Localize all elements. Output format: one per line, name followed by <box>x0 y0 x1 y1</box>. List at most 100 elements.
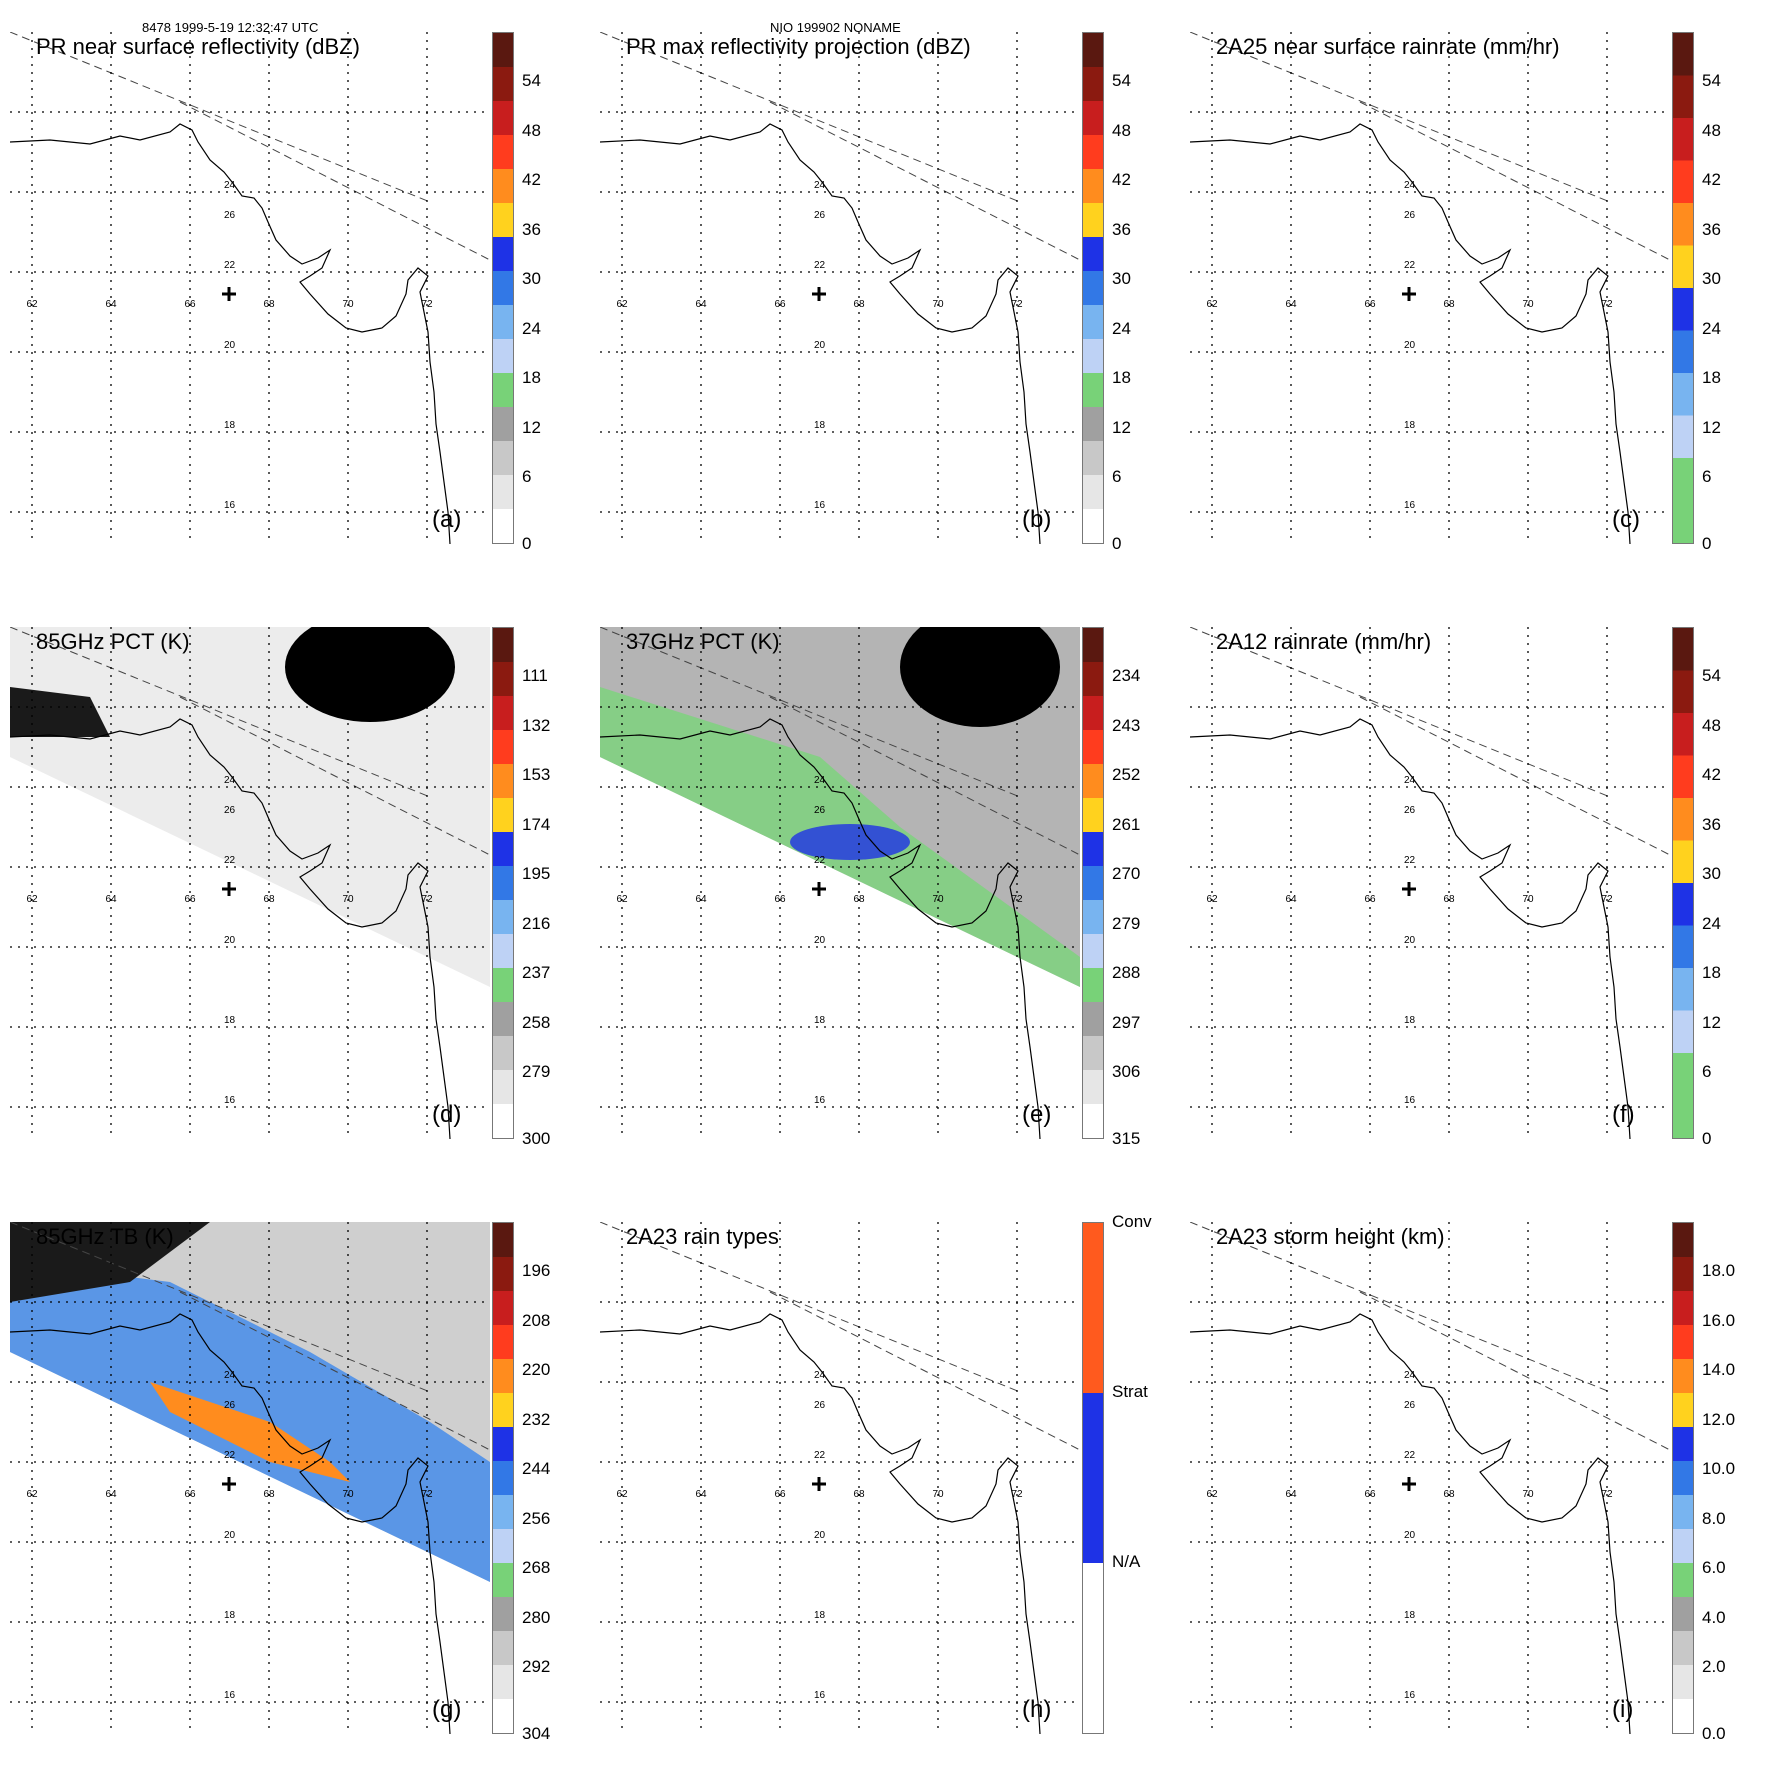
lat-label: 16 <box>1404 1095 1416 1106</box>
coastline <box>600 123 1041 544</box>
lat-label: 20 <box>814 340 826 351</box>
lon-label: 66 <box>1364 299 1376 310</box>
colorbar-tick-label: 12 <box>1702 417 1721 437</box>
map-area: 62 64 66 68 70 72 26 24 22 20 18 16 <box>10 1222 490 1734</box>
panel-title: PR max reflectivity projection (dBZ) <box>626 34 971 59</box>
map-panel: 62 64 66 68 70 72 26 24 22 20 18 16 85GHz PCT (K) (d)… <box>0 595 590 1185</box>
storm-center-marker <box>812 882 826 896</box>
panel-letter: (d) <box>432 1101 462 1128</box>
colorbar-tick-label: 0 <box>1112 534 1122 553</box>
lon-label: 64 <box>1285 894 1297 905</box>
lat-label: 22 <box>1404 1450 1416 1461</box>
lat-label: 22 <box>814 855 826 866</box>
panel-letter: (i) <box>1612 1696 1634 1723</box>
swath-edge-line <box>1190 1222 1611 1393</box>
lat-label: 18 <box>814 1015 826 1026</box>
swath-edge-line <box>1359 101 1670 261</box>
lat-label: 26 <box>1404 1400 1416 1411</box>
colorbar-tick-label: 48 <box>1112 120 1131 140</box>
lat-label: 26 <box>224 805 236 816</box>
map-svg: 62 64 66 68 70 72 26 24 22 20 18 16 <box>1190 1222 1670 1734</box>
swath-edge-line <box>10 32 431 203</box>
colorbar-tick-label: 10.0 <box>1702 1459 1736 1479</box>
lat-label: 20 <box>1404 935 1416 946</box>
map-svg: 62 64 66 68 70 72 26 24 22 20 18 16 <box>1190 627 1670 1139</box>
lon-label: 68 <box>263 894 275 905</box>
panel-title: 2A25 near surface rainrate (mm/hr) <box>1216 34 1560 59</box>
colorbar-tick-label: 6 <box>1702 1062 1712 1082</box>
map-area: 62 64 66 68 70 72 26 24 22 20 18 16 <box>1190 1222 1670 1734</box>
lon-label: 64 <box>105 1489 117 1500</box>
lon-label: 70 <box>1522 299 1534 310</box>
map-panel: 62 64 66 68 70 72 26 24 22 20 18 16 2A25 near surfac… <box>1180 0 1770 590</box>
lon-label: 72 <box>1601 894 1613 905</box>
map-svg: 62 64 66 68 70 72 26 24 22 20 18 16 <box>600 32 1080 544</box>
lat-label: 20 <box>814 935 826 946</box>
colorbar-tick-label: 54 <box>522 71 541 91</box>
colorbar-tick-label: 14.0 <box>1702 1360 1736 1380</box>
colorbar-tick-label: 16.0 <box>1702 1310 1736 1330</box>
lon-label: 66 <box>1364 1489 1376 1500</box>
cold-cloud <box>285 627 455 722</box>
panel-letter: (b) <box>1022 506 1052 533</box>
colorbar-tick-label: 24 <box>522 318 541 338</box>
map-svg: 62 64 66 68 70 72 26 24 22 20 18 16 <box>600 627 1080 1139</box>
lon-label: 66 <box>184 1489 196 1500</box>
lon-label: 66 <box>774 894 786 905</box>
colorbar-tick-label: Strat <box>1112 1382 1148 1401</box>
colorbar-tick-label: 30 <box>1702 864 1721 884</box>
lat-label: 22 <box>224 1450 236 1461</box>
panel-letter: (g) <box>432 1696 462 1723</box>
lon-label: 66 <box>184 894 196 905</box>
lat-label: 20 <box>224 935 236 946</box>
lat-label: 22 <box>814 260 826 271</box>
coastline <box>600 718 1041 1139</box>
lat-label: 24 <box>1404 775 1416 786</box>
colorbar-tick-label: 256 <box>522 1508 551 1528</box>
colorbar-tick-label: 18.0 <box>1702 1261 1736 1281</box>
swath-edge-line <box>1359 1291 1670 1451</box>
lat-label: 26 <box>224 1400 236 1411</box>
colorbar-tick-label: 30 <box>1112 269 1131 289</box>
storm-center-marker <box>222 882 236 896</box>
rain-core <box>790 824 910 860</box>
colorbar-tick-label: 42 <box>1112 170 1131 190</box>
colorbar <box>492 1222 514 1734</box>
lon-label: 70 <box>342 894 354 905</box>
colorbar-tick-label: 132 <box>522 715 551 735</box>
coastline <box>10 1313 451 1734</box>
panel-letter: (h) <box>1022 1696 1052 1723</box>
colorbar-tick-label: 261 <box>1112 814 1141 834</box>
lat-label: 18 <box>814 420 826 431</box>
colorbar-tick-label: 54 <box>1702 666 1721 686</box>
colorbar-tick-label: 216 <box>522 913 551 933</box>
lon-label: 72 <box>421 1489 433 1500</box>
colorbar-tick-label: 153 <box>522 765 551 785</box>
colorbar-tick-label: 279 <box>522 1062 551 1082</box>
lon-label: 72 <box>1011 299 1023 310</box>
panel-title: PR near surface reflectivity (dBZ) <box>36 34 360 59</box>
map-panel: 62 64 66 68 70 72 26 24 22 20 18 16 37GHz PCT (K) (e)… <box>590 595 1180 1185</box>
colorbar-tick-label: 30 <box>1702 269 1721 289</box>
map-area: 62 64 66 68 70 72 26 24 22 20 18 16 <box>10 627 490 1139</box>
panel-title: 2A23 rain types <box>626 1224 779 1249</box>
lat-label: 24 <box>224 1370 236 1381</box>
swath-edge-line <box>179 696 490 856</box>
lat-label: 20 <box>224 1530 236 1541</box>
swath-edge-line <box>179 101 490 261</box>
colorbar-tick-label: 111 <box>522 666 548 686</box>
colorbar-tick-label: 280 <box>522 1607 551 1627</box>
lon-label: 70 <box>342 299 354 310</box>
colorbar-tick-label: 208 <box>522 1310 551 1330</box>
lon-label: 72 <box>1601 299 1613 310</box>
storm-center-marker <box>812 287 826 301</box>
map-svg: 62 64 66 68 70 72 26 24 22 20 18 16 <box>600 1222 1080 1734</box>
colorbar-tick-label: 288 <box>1112 963 1141 983</box>
lat-label: 18 <box>814 1610 826 1621</box>
panel-title: 85GHz TB (K) <box>36 1224 174 1249</box>
map-panel: 62 64 66 68 70 72 26 24 22 20 18 16 PR near surface … <box>0 0 590 590</box>
colorbar-tick-label: 54 <box>1112 71 1131 91</box>
lon-label: 68 <box>263 299 275 310</box>
lon-label: 64 <box>695 1489 707 1500</box>
storm-name-label: NIO 199902 NONAME <box>770 20 901 35</box>
